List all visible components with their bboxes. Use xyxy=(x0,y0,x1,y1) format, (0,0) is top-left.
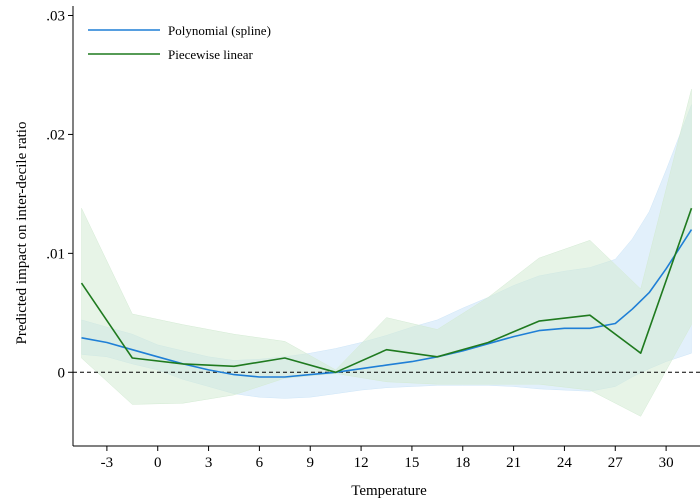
band-piecewise xyxy=(81,89,692,417)
x-tick-label: -3 xyxy=(101,455,114,471)
x-axis-title: Temperature xyxy=(351,483,427,499)
y-tick-label: .01 xyxy=(46,246,65,262)
x-tick-label: 18 xyxy=(455,455,470,471)
axes: -3 0 3 6 9 12 15 18 21 24 27 30 0 .01 .02 .03 xyxy=(46,6,700,471)
x-tick-label: 6 xyxy=(256,455,264,471)
legend-label-piecewise: Piecewise linear xyxy=(168,47,253,62)
x-tick-label: 9 xyxy=(306,455,314,471)
x-tick-label: 30 xyxy=(659,455,674,471)
x-tick-label: 15 xyxy=(404,455,419,471)
x-tick-label: 3 xyxy=(205,455,213,471)
y-tick-label: .02 xyxy=(46,127,65,143)
x-tick-label: 21 xyxy=(506,455,521,471)
y-tick-label: .03 xyxy=(46,9,65,25)
confidence-bands xyxy=(81,89,692,417)
legend: Polynomial (spline) Piecewise linear xyxy=(88,23,271,62)
x-tick-label: 12 xyxy=(354,455,369,471)
x-tick-label: 0 xyxy=(154,455,162,471)
y-axis-title: Predicted impact on inter-decile ratio xyxy=(14,122,30,345)
y-tick-label: 0 xyxy=(58,365,66,381)
line-piecewise xyxy=(80,207,693,374)
series-lines xyxy=(80,207,693,378)
x-tick-label: 27 xyxy=(608,455,624,471)
x-tick-label: 24 xyxy=(557,455,573,471)
legend-label-polynomial: Polynomial (spline) xyxy=(168,23,271,38)
